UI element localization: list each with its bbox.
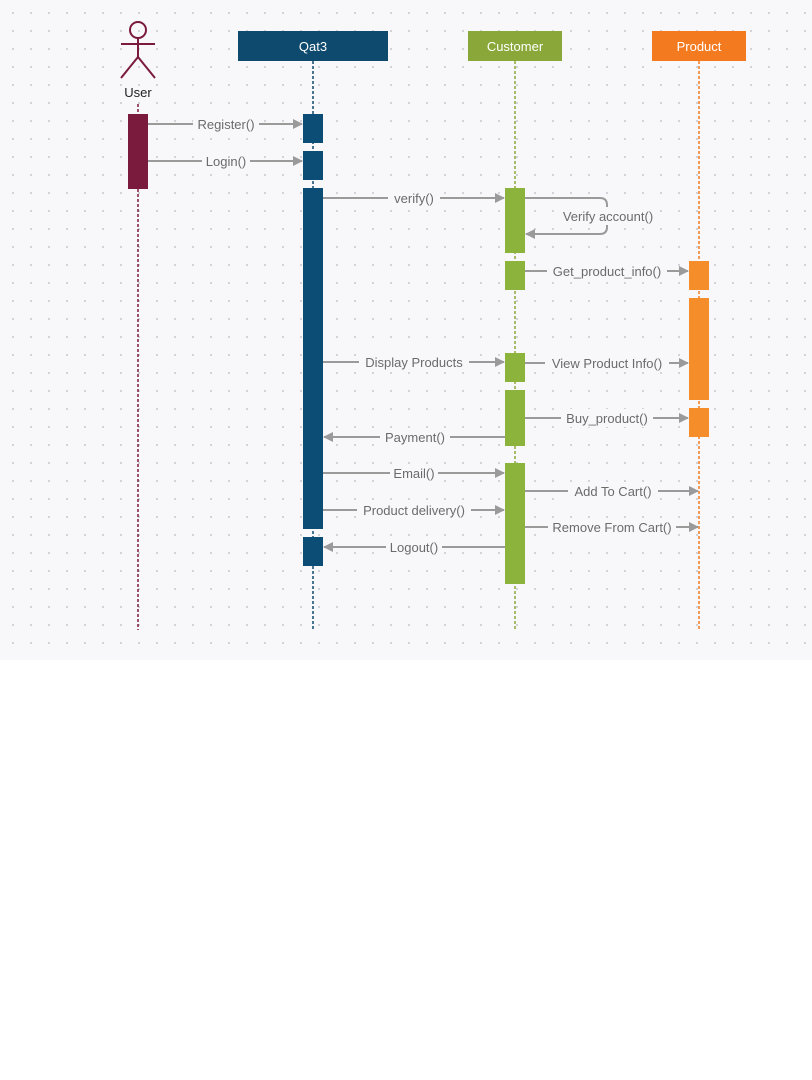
sequence-diagram: User Qat3 Customer Product (120, 21, 746, 630)
message-label-remove-from-cart: Remove From Cart() (552, 520, 671, 535)
participant-qat3-label: Qat3 (299, 39, 327, 54)
user-actor-label: User (124, 85, 152, 100)
qat3-activation-bar (303, 537, 323, 566)
message-label-product-delivery: Product delivery() (363, 503, 465, 518)
message-label-buy-product: Buy_product() (566, 411, 648, 426)
product-activation-bar (689, 298, 709, 400)
user-actor-icon (120, 21, 156, 79)
customer-activation-bar (505, 463, 525, 584)
participant-customer-label: Customer (487, 39, 544, 54)
message-label-display-products: Display Products (365, 355, 463, 370)
participant-product: Product (652, 31, 746, 61)
message-label-email: Email() (393, 466, 434, 481)
message-label-get-product-info: Get_product_info() (553, 264, 661, 279)
customer-activation-bar (505, 261, 525, 290)
participant-qat3: Qat3 (238, 31, 388, 61)
message-label-add-to-cart: Add To Cart() (574, 484, 651, 499)
message-label-register: Register() (197, 117, 254, 132)
product-activation-bar (689, 261, 709, 290)
message-label-verify-account: Verify account() (563, 209, 653, 224)
user-activation-bar (128, 114, 148, 189)
product-activation-bar (689, 408, 709, 437)
qat3-activation-bar (303, 151, 323, 180)
message-label-logout: Logout() (390, 540, 438, 555)
diagram-canvas: User Qat3 Customer Product (0, 0, 812, 660)
customer-activation-bar (505, 353, 525, 382)
message-label-login: Login() (206, 154, 246, 169)
participant-customer: Customer (468, 31, 562, 61)
customer-activation-bar (505, 390, 525, 446)
participant-product-label: Product (677, 39, 722, 54)
qat3-activation-bar (303, 188, 323, 529)
message-label-verify: verify() (394, 191, 434, 206)
customer-activation-bar (505, 188, 525, 253)
message-label-payment: Payment() (385, 430, 445, 445)
message-label-view-product-info: View Product Info() (552, 356, 662, 371)
qat3-activation-bar (303, 114, 323, 143)
